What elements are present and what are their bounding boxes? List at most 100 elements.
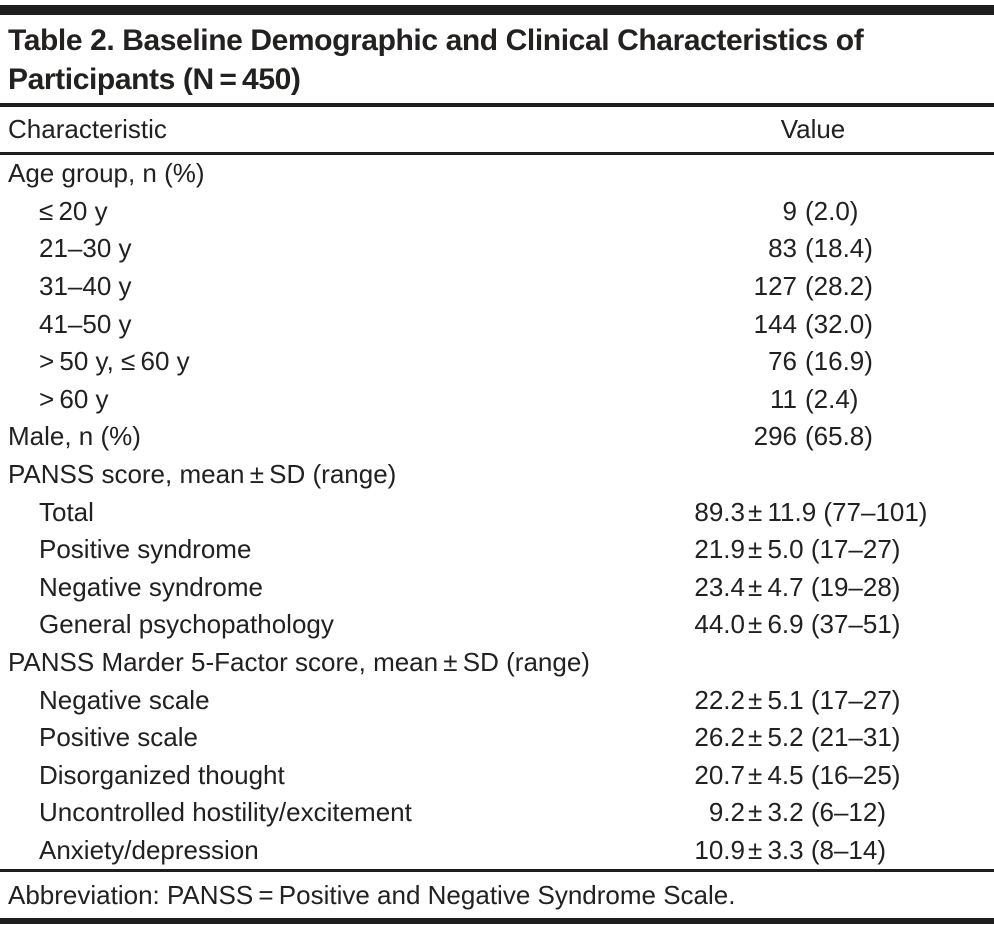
value-count: 9 <box>782 195 797 226</box>
value-count: 83 <box>768 233 797 264</box>
header-divider-rule <box>0 152 994 155</box>
table-row: > 50 y, ≤ 60 y 76 (16.9) <box>0 343 994 381</box>
value-sd-range: ± 4.5 (16–25) <box>748 759 901 790</box>
title-divider-rule <box>0 103 994 107</box>
row-value: 296 (65.8) <box>640 421 986 452</box>
table2-card: Table 2. Baseline Demographic and Clinic… <box>0 5 994 925</box>
value-sd-range: ± 5.0 (17–27) <box>748 534 901 565</box>
row-label: > 50 y, ≤ 60 y <box>39 346 190 377</box>
table-row: 21–30 y 83 (18.4) <box>0 230 994 268</box>
row-value: 23.4 ± 4.7 (19–28) <box>640 572 986 603</box>
row-label: 41–50 y <box>39 308 132 339</box>
row-value: 127 (28.2) <box>640 271 986 302</box>
value-sd-range: ± 5.1 (17–27) <box>748 684 901 715</box>
row-label: Total <box>39 496 94 527</box>
row-value: 144 (32.0) <box>640 309 986 340</box>
row-label: Disorganized thought <box>39 759 285 790</box>
value-sd-range: ± 4.7 (19–28) <box>748 571 901 602</box>
row-value: 20.7 ± 4.5 (16–25) <box>640 760 986 791</box>
bottom-rule <box>0 918 994 925</box>
value-sd-range: ± 5.2 (21–31) <box>748 722 901 753</box>
value-percent: (2.4) <box>805 383 859 414</box>
table-row: Disorganized thought 20.7 ± 4.5 (16–25) <box>0 757 994 795</box>
footnote-text: Abbreviation: PANSS = Positive and Negat… <box>8 879 736 910</box>
table-row: Male, n (%) 296 (65.8) <box>0 418 994 456</box>
row-label: Negative syndrome <box>39 571 263 602</box>
table-title: Table 2. Baseline Demographic and Clinic… <box>0 15 994 103</box>
row-label: Uncontrolled hostility/excitement <box>39 797 412 828</box>
table-section-row: Age group, n (%) <box>0 155 994 193</box>
footnote-divider-rule <box>0 869 994 873</box>
table-row: Negative scale 22.2 ± 5.1 (17–27) <box>0 681 994 719</box>
table-header-row: Characteristic Value <box>0 107 994 152</box>
column-header-characteristic: Characteristic <box>8 114 167 144</box>
value-count: 11 <box>770 383 797 414</box>
row-value: 9.2 ± 3.2 (6–12) <box>640 797 986 828</box>
row-value: 76 (16.9) <box>640 346 986 377</box>
value-sd-range: ± 11.9 (77–101) <box>748 496 928 527</box>
row-label: PANSS Marder 5-Factor score, mean ± SD (… <box>8 647 590 678</box>
table-section-row: PANSS Marder 5-Factor score, mean ± SD (… <box>0 644 994 682</box>
value-count: 127 <box>753 271 797 302</box>
value-mean: 22.2 <box>694 684 745 715</box>
table-row: Anxiety/depression 10.9 ± 3.3 (8–14) <box>0 832 994 870</box>
value-sd-range: ± 3.2 (6–12) <box>748 797 886 828</box>
value-percent: (16.9) <box>805 346 873 377</box>
row-label: PANSS score, mean ± SD (range) <box>8 459 397 490</box>
value-count: 296 <box>753 421 797 452</box>
row-value: 9 (2.0) <box>640 196 986 227</box>
row-label: Positive syndrome <box>39 534 252 565</box>
value-percent: (28.2) <box>805 271 873 302</box>
row-label: 31–40 y <box>39 271 132 302</box>
table-body: Age group, n (%) ≤ 20 y 9 (2.0) 21–30 y … <box>0 155 994 869</box>
row-value: 83 (18.4) <box>640 233 986 264</box>
table-row: > 60 y 11 (2.4) <box>0 381 994 419</box>
row-label: Negative scale <box>39 684 210 715</box>
row-value: 89.3 ± 11.9 (77–101) <box>640 497 986 528</box>
table-row: Positive scale 26.2 ± 5.2 (21–31) <box>0 719 994 757</box>
table-section-row: PANSS score, mean ± SD (range) <box>0 456 994 494</box>
table-row: ≤ 20 y 9 (2.0) <box>0 193 994 231</box>
row-label: ≤ 20 y <box>39 195 108 226</box>
value-percent: (18.4) <box>805 233 873 264</box>
value-mean: 23.4 <box>694 571 745 602</box>
row-label: Age group, n (%) <box>8 158 205 189</box>
row-value: 11 (2.4) <box>640 384 986 415</box>
row-value: 21.9 ± 5.0 (17–27) <box>640 534 986 565</box>
value-count: 144 <box>753 308 797 339</box>
table-row: Negative syndrome 23.4 ± 4.7 (19–28) <box>0 569 994 607</box>
value-mean: 9.2 <box>708 797 745 828</box>
row-value: 44.0 ± 6.9 (37–51) <box>640 609 986 640</box>
row-value: 26.2 ± 5.2 (21–31) <box>640 722 986 753</box>
row-value: 22.2 ± 5.1 (17–27) <box>640 685 986 716</box>
value-count: 76 <box>768 346 797 377</box>
table-row: 31–40 y 127 (28.2) <box>0 268 994 306</box>
row-label: 21–30 y <box>39 233 132 264</box>
value-sd-range: ± 6.9 (37–51) <box>748 609 901 640</box>
value-mean: 10.9 <box>694 834 745 865</box>
value-mean: 89.3 <box>694 496 745 527</box>
row-label: > 60 y <box>39 383 109 414</box>
table-row: 41–50 y 144 (32.0) <box>0 305 994 343</box>
table-row: Total 89.3 ± 11.9 (77–101) <box>0 493 994 531</box>
row-label: Male, n (%) <box>8 421 141 452</box>
table-footnote: Abbreviation: PANSS = Positive and Negat… <box>0 872 994 918</box>
value-percent: (65.8) <box>805 421 873 452</box>
value-sd-range: ± 3.3 (8–14) <box>748 834 886 865</box>
value-mean: 20.7 <box>694 759 745 790</box>
table-title-line1: Table 2. Baseline Demographic and Clinic… <box>8 24 864 57</box>
top-rule <box>0 5 994 15</box>
row-label: General psychopathology <box>39 609 334 640</box>
table-row: General psychopathology 44.0 ± 6.9 (37–5… <box>0 606 994 644</box>
row-value: 10.9 ± 3.3 (8–14) <box>640 835 986 866</box>
value-mean: 44.0 <box>694 609 745 640</box>
value-percent: (2.0) <box>805 195 859 226</box>
column-header-value: Value <box>780 114 846 144</box>
row-label: Anxiety/depression <box>39 834 259 865</box>
value-mean: 21.9 <box>694 534 745 565</box>
value-percent: (32.0) <box>805 308 873 339</box>
row-label: Positive scale <box>39 722 198 753</box>
table-row: Positive syndrome 21.9 ± 5.0 (17–27) <box>0 531 994 569</box>
value-mean: 26.2 <box>694 722 745 753</box>
table-row: Uncontrolled hostility/excitement 9.2 ± … <box>0 794 994 832</box>
